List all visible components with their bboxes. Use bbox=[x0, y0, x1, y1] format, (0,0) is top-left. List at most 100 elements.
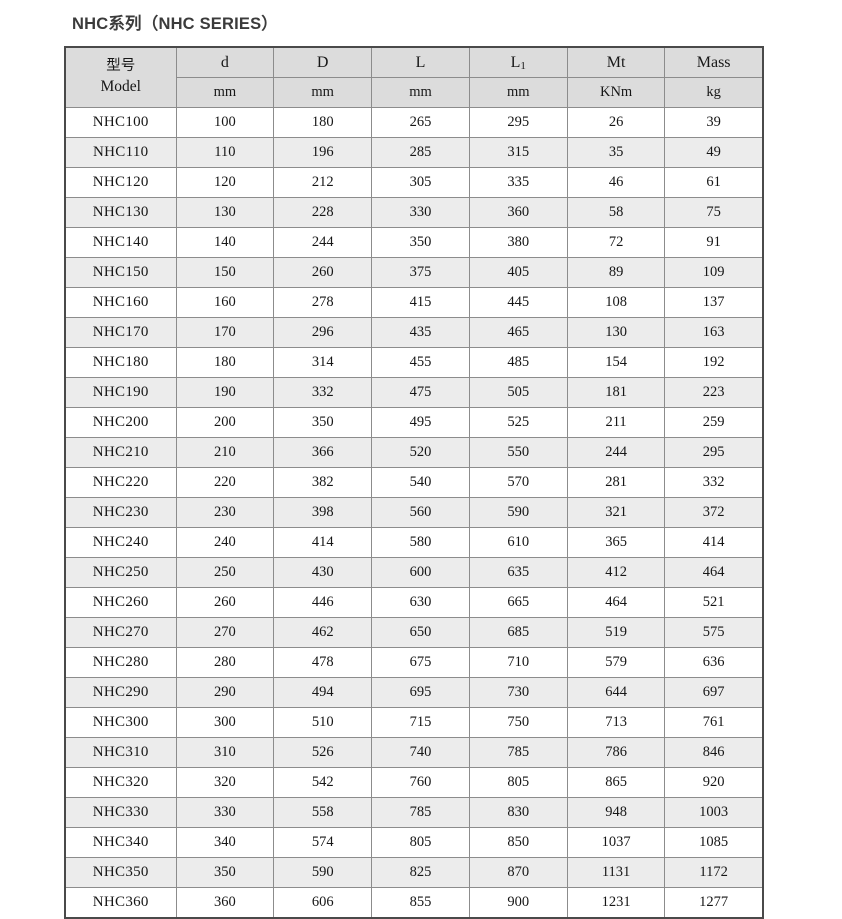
cell-model: NHC240 bbox=[64, 527, 177, 558]
cell-Mass: 332 bbox=[664, 467, 764, 498]
cell-d: 190 bbox=[175, 377, 275, 408]
cell-Mt: 58 bbox=[566, 197, 666, 228]
cell-L: 630 bbox=[371, 587, 470, 618]
cell-Mass: 414 bbox=[664, 527, 764, 558]
cell-L1: 590 bbox=[468, 497, 568, 528]
table-row: NHC360 360 606 855 900 1231 1277 bbox=[64, 887, 764, 919]
cell-D: 332 bbox=[273, 377, 373, 408]
cell-L1: 850 bbox=[468, 827, 568, 858]
cell-D: 212 bbox=[273, 167, 373, 198]
cell-Mass: 49 bbox=[664, 137, 764, 168]
header-model-cn: 型号 bbox=[106, 58, 136, 75]
cell-D: 398 bbox=[273, 497, 373, 528]
header-model-en: Model bbox=[100, 77, 141, 95]
cell-D: 606 bbox=[273, 887, 373, 919]
cell-Mt: 130 bbox=[566, 317, 666, 348]
header-row-symbols: 型号 Model d D L L1 Mt Mass bbox=[64, 46, 764, 108]
cell-D: 462 bbox=[273, 617, 373, 648]
cell-D: 542 bbox=[273, 767, 373, 798]
cell-L1: 805 bbox=[468, 767, 568, 798]
header-symbol-Mt: Mt bbox=[566, 46, 666, 78]
cell-L: 540 bbox=[371, 467, 470, 498]
cell-model: NHC340 bbox=[64, 827, 177, 858]
cell-Mass: 761 bbox=[664, 707, 764, 738]
cell-Mt: 1131 bbox=[566, 857, 666, 888]
cell-L1: 380 bbox=[468, 227, 568, 258]
cell-model: NHC110 bbox=[64, 137, 177, 168]
cell-D: 244 bbox=[273, 227, 373, 258]
cell-Mt: 644 bbox=[566, 677, 666, 708]
cell-L1: 525 bbox=[468, 407, 568, 438]
table-row: NHC330 330 558 785 830 948 1003 bbox=[64, 797, 764, 828]
table-row: NHC230 230 398 560 590 321 372 bbox=[64, 497, 764, 528]
cell-model: NHC250 bbox=[64, 557, 177, 588]
cell-D: 196 bbox=[273, 137, 373, 168]
cell-L: 285 bbox=[371, 137, 470, 168]
cell-L: 695 bbox=[371, 677, 470, 708]
table-row: NHC130 130 228 330 360 58 75 bbox=[64, 197, 764, 228]
cell-Mt: 321 bbox=[566, 497, 666, 528]
cell-model: NHC100 bbox=[64, 107, 177, 138]
cell-d: 120 bbox=[175, 167, 275, 198]
cell-model: NHC160 bbox=[64, 287, 177, 318]
cell-Mass: 109 bbox=[664, 257, 764, 288]
cell-L1: 315 bbox=[468, 137, 568, 168]
cell-L1: 710 bbox=[468, 647, 568, 678]
table-row: NHC210 210 366 520 550 244 295 bbox=[64, 437, 764, 468]
cell-Mt: 46 bbox=[566, 167, 666, 198]
cell-L1: 785 bbox=[468, 737, 568, 768]
cell-Mass: 1277 bbox=[664, 887, 764, 919]
cell-L: 650 bbox=[371, 617, 470, 648]
cell-L1: 610 bbox=[468, 527, 568, 558]
cell-d: 230 bbox=[175, 497, 275, 528]
cell-D: 478 bbox=[273, 647, 373, 678]
cell-D: 574 bbox=[273, 827, 373, 858]
table-header: 型号 Model d D L L1 Mt Mass mm mm mm mm KN… bbox=[64, 46, 764, 108]
cell-model: NHC190 bbox=[64, 377, 177, 408]
cell-Mass: 1085 bbox=[664, 827, 764, 858]
cell-d: 110 bbox=[175, 137, 275, 168]
cell-Mt: 412 bbox=[566, 557, 666, 588]
header-symbol-d: d bbox=[175, 46, 275, 78]
table-body: NHC100 100 180 265 295 26 39 NHC110 110 196 285 315… bbox=[64, 107, 764, 919]
cell-d: 300 bbox=[175, 707, 275, 738]
cell-L: 265 bbox=[371, 107, 470, 138]
table-row: NHC240 240 414 580 610 365 414 bbox=[64, 527, 764, 558]
cell-model: NHC180 bbox=[64, 347, 177, 378]
cell-d: 260 bbox=[175, 587, 275, 618]
table-row: NHC100 100 180 265 295 26 39 bbox=[64, 107, 764, 138]
cell-D: 296 bbox=[273, 317, 373, 348]
cell-d: 290 bbox=[175, 677, 275, 708]
cell-model: NHC210 bbox=[64, 437, 177, 468]
table-row: NHC280 280 478 675 710 579 636 bbox=[64, 647, 764, 678]
cell-L: 740 bbox=[371, 737, 470, 768]
cell-Mt: 713 bbox=[566, 707, 666, 738]
cell-L: 520 bbox=[371, 437, 470, 468]
cell-Mt: 35 bbox=[566, 137, 666, 168]
cell-model: NHC140 bbox=[64, 227, 177, 258]
cell-d: 250 bbox=[175, 557, 275, 588]
table-row: NHC200 200 350 495 525 211 259 bbox=[64, 407, 764, 438]
cell-D: 590 bbox=[273, 857, 373, 888]
cell-D: 314 bbox=[273, 347, 373, 378]
table-row: NHC220 220 382 540 570 281 332 bbox=[64, 467, 764, 498]
cell-Mass: 91 bbox=[664, 227, 764, 258]
header-model: 型号 Model bbox=[64, 46, 177, 108]
cell-Mass: 1172 bbox=[664, 857, 764, 888]
cell-Mt: 365 bbox=[566, 527, 666, 558]
cell-d: 130 bbox=[175, 197, 275, 228]
cell-model: NHC200 bbox=[64, 407, 177, 438]
cell-L1: 360 bbox=[468, 197, 568, 228]
cell-Mt: 244 bbox=[566, 437, 666, 468]
cell-Mass: 521 bbox=[664, 587, 764, 618]
cell-d: 240 bbox=[175, 527, 275, 558]
cell-L: 715 bbox=[371, 707, 470, 738]
cell-model: NHC310 bbox=[64, 737, 177, 768]
cell-L: 415 bbox=[371, 287, 470, 318]
table-row: NHC290 290 494 695 730 644 697 bbox=[64, 677, 764, 708]
table-row: NHC300 300 510 715 750 713 761 bbox=[64, 707, 764, 738]
cell-D: 526 bbox=[273, 737, 373, 768]
cell-L1: 505 bbox=[468, 377, 568, 408]
cell-Mt: 519 bbox=[566, 617, 666, 648]
